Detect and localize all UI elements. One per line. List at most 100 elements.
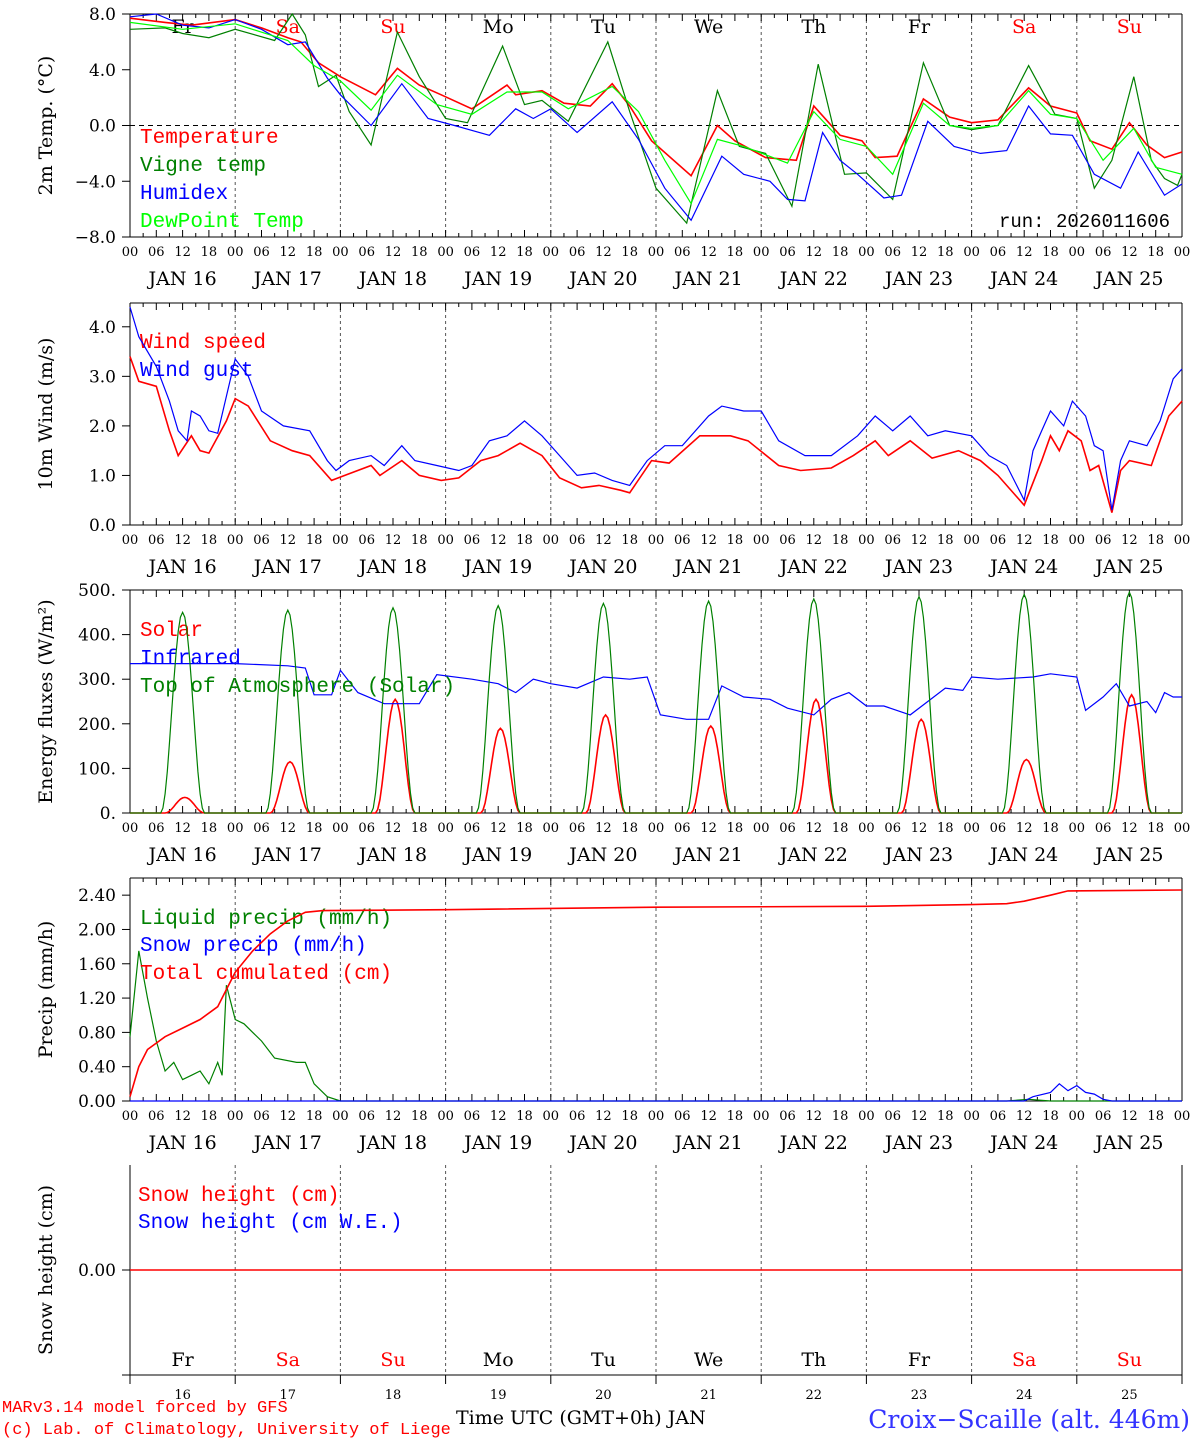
x-hour-label: 00 [543, 245, 560, 260]
y-axis-title: Snow height (cm) [35, 1185, 57, 1355]
x-hour-label: 18 [1042, 245, 1059, 260]
series-total-cumulated-cm- [129, 889, 1183, 1097]
x-hour-label: 18 [201, 1109, 218, 1124]
legend-entry: Solar [140, 620, 203, 643]
x-hour-label: 00 [963, 533, 980, 548]
x-hour-label: 12 [700, 821, 717, 836]
x-date-label: JAN 24 [988, 844, 1058, 866]
y-tick-label: 1.20 [78, 989, 116, 1009]
x-hour-label: 18 [621, 821, 638, 836]
weekday-label: We [694, 1349, 723, 1371]
legend-entry: Infrared [140, 648, 241, 671]
x-date-label: JAN 18 [357, 844, 427, 866]
x-date-label: JAN 19 [462, 1132, 532, 1154]
weekday-label: Th [801, 1349, 826, 1371]
x-hour-label: 00 [858, 1109, 875, 1124]
legend-entry: Wind gust [140, 360, 253, 383]
x-date-label: JAN 24 [988, 1132, 1058, 1154]
x-hour-label: 00 [332, 533, 349, 548]
x-axis-title: Time UTC (GMT+0h) JAN [456, 1407, 706, 1429]
x-day-number: 21 [700, 1388, 717, 1403]
x-hour-label: 12 [806, 821, 823, 836]
x-date-label: JAN 17 [252, 844, 322, 866]
x-hour-label: 12 [385, 245, 402, 260]
x-hour-label: 00 [437, 533, 454, 548]
y-tick-label: 2.0 [89, 417, 116, 437]
x-hour-label: 12 [490, 821, 507, 836]
x-hour-label: 18 [306, 533, 323, 548]
series-dewpoint-temp [129, 21, 1183, 205]
x-hour-label: 18 [411, 533, 428, 548]
y-axis-title: 10m Wind (m/s) [35, 338, 57, 491]
x-hour-label: 06 [1095, 533, 1112, 548]
x-hour-label: 00 [332, 821, 349, 836]
legend-entry: Humidex [140, 183, 228, 206]
x-hour-label: 12 [1121, 533, 1138, 548]
x-hour-label: 06 [779, 1109, 796, 1124]
x-date-label: JAN 22 [778, 1132, 848, 1154]
x-hour-label: 12 [1016, 1109, 1033, 1124]
lab-credit: (c) Lab. of Climatology, University of L… [2, 1421, 451, 1440]
legend-entry: Snow height (cm) [138, 1185, 340, 1208]
x-hour-label: 00 [963, 821, 980, 836]
x-date-label: JAN 19 [462, 556, 532, 578]
x-day-number: 25 [1121, 1388, 1138, 1403]
x-date-label: JAN 20 [567, 844, 637, 866]
x-hour-label: 18 [516, 821, 533, 836]
x-hour-label: 06 [358, 821, 375, 836]
x-hour-label: 18 [727, 533, 744, 548]
x-hour-label: 06 [779, 533, 796, 548]
x-date-label: JAN 20 [567, 268, 637, 290]
x-hour-label: 18 [621, 245, 638, 260]
x-date-label: JAN 19 [462, 268, 532, 290]
x-date-label: JAN 25 [1093, 268, 1163, 290]
x-hour-label: 18 [832, 1109, 849, 1124]
x-hour-label: 18 [201, 533, 218, 548]
x-hour-label: 00 [1174, 245, 1191, 260]
x-hour-label: 18 [832, 245, 849, 260]
legend-entry: Total cumulated (cm) [140, 963, 392, 986]
series-liquid-precip-mm-h- [129, 950, 1182, 1102]
x-hour-label: 00 [437, 1109, 454, 1124]
x-hour-label: 12 [174, 1109, 191, 1124]
model-credit: MARv3.14 model forced by GFS [2, 1399, 288, 1418]
x-hour-label: 18 [727, 821, 744, 836]
series-temperature [129, 17, 1183, 177]
x-hour-label: 12 [174, 533, 191, 548]
x-hour-label: 06 [464, 821, 481, 836]
x-hour-label: 18 [201, 245, 218, 260]
weekday-label: Fr [908, 1349, 931, 1371]
x-hour-label: 12 [174, 821, 191, 836]
x-hour-label: 18 [1042, 821, 1059, 836]
x-hour-label: 00 [332, 1109, 349, 1124]
x-hour-label: 18 [1042, 533, 1059, 548]
x-hour-label: 00 [753, 1109, 770, 1124]
x-date-label: JAN 24 [988, 556, 1058, 578]
x-hour-label: 18 [1147, 1109, 1164, 1124]
x-hour-label: 06 [148, 821, 165, 836]
x-hour-label: 00 [332, 245, 349, 260]
x-hour-label: 18 [201, 821, 218, 836]
x-date-label: JAN 23 [883, 844, 953, 866]
series-humidex [129, 13, 1183, 222]
legend-entry: Liquid precip (mm/h) [140, 908, 392, 931]
y-tick-label: 0.00 [78, 1261, 116, 1281]
x-date-label: JAN 23 [883, 268, 953, 290]
x-hour-label: 18 [727, 1109, 744, 1124]
weekday-label: Mo [483, 16, 514, 38]
y-tick-label: 4.0 [89, 61, 116, 81]
y-tick-label: 200. [78, 715, 116, 735]
y-tick-label: 0.0 [89, 516, 116, 536]
x-date-label: JAN 17 [252, 268, 322, 290]
legend-entry: Snow precip (mm/h) [140, 935, 367, 958]
x-hour-label: 18 [516, 245, 533, 260]
x-date-label: JAN 18 [357, 1132, 427, 1154]
x-hour-label: 06 [990, 533, 1007, 548]
x-hour-label: 12 [490, 245, 507, 260]
x-hour-label: 18 [937, 821, 954, 836]
x-hour-label: 12 [595, 245, 612, 260]
x-date-label: JAN 18 [357, 556, 427, 578]
x-date-label: JAN 23 [883, 556, 953, 578]
x-hour-label: 12 [595, 821, 612, 836]
x-day-number: 19 [490, 1388, 507, 1403]
